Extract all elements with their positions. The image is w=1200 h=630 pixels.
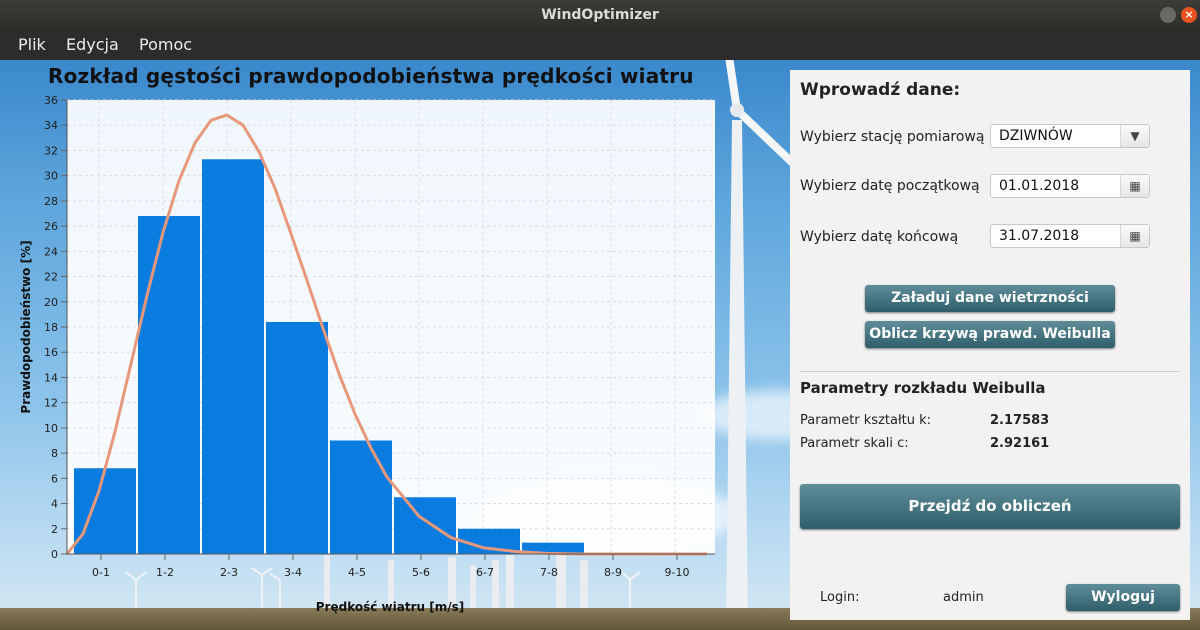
y-tick-label: 24 xyxy=(44,245,58,258)
close-button[interactable]: × xyxy=(1181,7,1197,23)
y-tick-label: 36 xyxy=(44,94,58,107)
y-tick-label: 32 xyxy=(44,144,58,157)
start-date-value: 01.01.2018 xyxy=(999,178,1080,194)
y-tick-label: 20 xyxy=(44,296,58,309)
weibull-button[interactable]: Oblicz krzywą prawd. Weibulla xyxy=(865,321,1115,348)
bar-4-5 xyxy=(330,440,392,554)
bar-0-1 xyxy=(74,468,136,554)
y-tick-label: 16 xyxy=(44,346,58,359)
station-select[interactable]: DZIWNÓW ▼ xyxy=(990,124,1150,148)
input-panel: Wprowadź dane: Wybierz stację pomiarową … xyxy=(790,70,1190,620)
y-tick-label: 18 xyxy=(44,321,58,334)
y-tick-label: 34 xyxy=(44,119,58,132)
bar-1-2 xyxy=(138,216,200,554)
menu-pomoc[interactable]: Pomoc xyxy=(139,35,193,54)
start-date-field[interactable]: 01.01.2018 ▦ xyxy=(990,174,1150,198)
x-tick-label: 6-7 xyxy=(476,566,494,579)
c-label: Parametr skali c: xyxy=(800,436,909,451)
x-tick-label: 7-8 xyxy=(540,566,558,579)
menu-bar: Plik Edycja Pomoc xyxy=(0,30,1200,60)
k-value: 2.17583 xyxy=(990,413,1050,428)
bar-2-3 xyxy=(202,159,264,554)
bar-5-6 xyxy=(394,497,456,554)
x-tick-label: 3-4 xyxy=(284,566,302,579)
menu-plik[interactable]: Plik xyxy=(18,35,46,54)
c-value: 2.92161 xyxy=(990,436,1050,451)
y-tick-label: 2 xyxy=(51,523,58,536)
chart-title: Rozkład gęstości prawdopodobieństwa pręd… xyxy=(48,64,694,88)
x-tick-label: 5-6 xyxy=(412,566,430,579)
k-label: Parametr kształtu k: xyxy=(800,413,932,428)
x-tick-label: 0-1 xyxy=(92,566,110,579)
y-tick-label: 26 xyxy=(44,220,58,233)
login-value: admin xyxy=(943,590,984,605)
x-tick-label: 9-10 xyxy=(665,566,690,579)
x-tick-label: 1-2 xyxy=(156,566,174,579)
end-date-field[interactable]: 31.07.2018 ▦ xyxy=(990,224,1150,248)
chevron-down-icon[interactable]: ▼ xyxy=(1120,125,1149,147)
window-titlebar: WindOptimizer × xyxy=(0,0,1200,30)
y-tick-label: 10 xyxy=(44,422,58,435)
calendar-icon[interactable]: ▦ xyxy=(1120,225,1149,247)
x-tick-label: 2-3 xyxy=(220,566,238,579)
end-date-value: 31.07.2018 xyxy=(999,228,1080,244)
station-select-value: DZIWNÓW xyxy=(999,128,1073,144)
y-tick-label: 22 xyxy=(44,271,58,284)
start-date-label: Wybierz datę początkową xyxy=(800,178,980,194)
y-tick-label: 30 xyxy=(44,170,58,183)
go-to-calculations-button[interactable]: Przejdź do obliczeń xyxy=(800,484,1180,529)
divider xyxy=(800,371,1180,372)
window-title: WindOptimizer xyxy=(541,7,659,23)
logout-button[interactable]: Wyloguj xyxy=(1066,584,1180,611)
x-axis-label: Prędkość wiatru [m/s] xyxy=(316,600,464,614)
login-label: Login: xyxy=(820,590,860,605)
y-tick-label: 0 xyxy=(51,548,58,561)
y-tick-label: 28 xyxy=(44,195,58,208)
weibull-curve xyxy=(65,113,707,556)
station-label: Wybierz stację pomiarową xyxy=(800,129,985,145)
y-tick-label: 8 xyxy=(51,447,58,460)
y-tick-label: 6 xyxy=(51,472,58,485)
y-tick-label: 12 xyxy=(44,397,58,410)
y-axis-label: Prawdopodobieństwo [%] xyxy=(19,240,33,413)
x-tick-label: 4-5 xyxy=(348,566,366,579)
minimize-button[interactable] xyxy=(1160,7,1176,23)
y-tick-label: 4 xyxy=(51,498,58,511)
params-heading: Parametry rozkładu Weibulla xyxy=(800,379,1046,397)
menu-edycja[interactable]: Edycja xyxy=(66,35,119,54)
y-tick-label: 14 xyxy=(44,371,58,384)
load-data-button[interactable]: Załaduj dane wietrzności xyxy=(865,285,1115,312)
x-tick-label: 8-9 xyxy=(604,566,622,579)
wind-turbines-icon xyxy=(125,60,803,630)
panel-heading: Wprowadź dane: xyxy=(800,80,961,100)
calendar-icon[interactable]: ▦ xyxy=(1120,175,1149,197)
bar-3-4 xyxy=(266,321,328,554)
end-date-label: Wybierz datę końcową xyxy=(800,229,959,245)
close-icon: × xyxy=(1184,8,1194,21)
bar-7-8 xyxy=(522,542,584,554)
